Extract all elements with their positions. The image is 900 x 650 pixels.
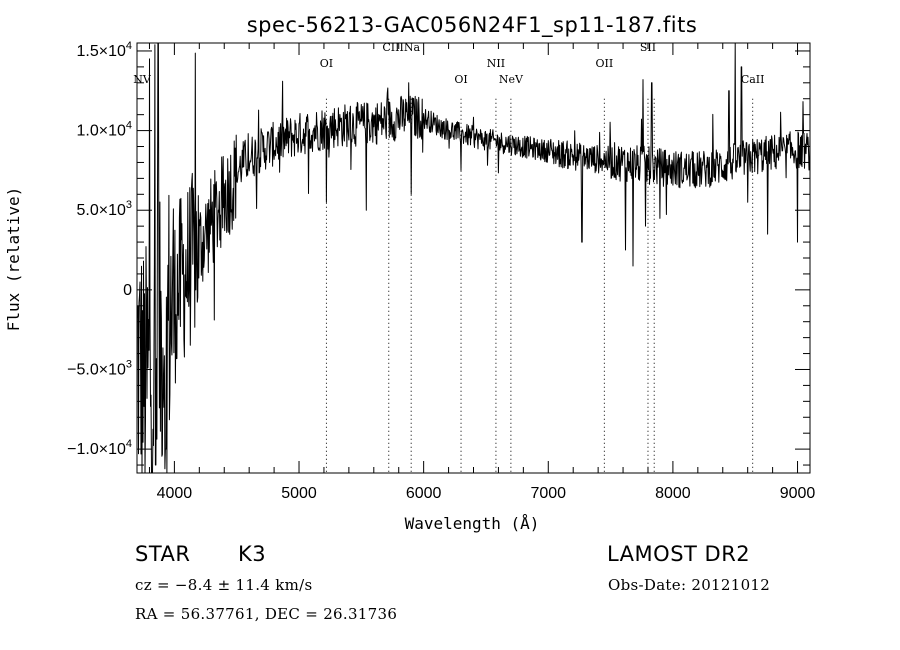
x-tick-label-0: 4000 <box>157 485 193 502</box>
line-label-2: CIIINa <box>382 41 420 54</box>
y-tick-label-5: −1.0×104 <box>67 438 132 458</box>
x-tick-label-5: 9000 <box>780 485 816 502</box>
velocity-readout: cz = −8.4 ± 11.4 km/s <box>135 576 313 594</box>
spectrum-line <box>136 42 811 474</box>
survey-name: LAMOST DR2 <box>607 542 751 566</box>
observation-date: Obs-Date: 20121012 <box>608 576 771 594</box>
x-axis-label: Wavelength (Å) <box>405 514 540 533</box>
x-tick-label-2: 6000 <box>406 485 442 502</box>
line-label-11: CaII <box>741 73 765 86</box>
y-tick-label-1: 1.0×104 <box>76 120 132 140</box>
x-tick-label-4: 8000 <box>655 485 691 502</box>
x-tick-label-1: 5000 <box>281 485 317 502</box>
y-tick-label-4: −5.0×103 <box>67 358 132 378</box>
y-axis-label: Flux (relative) <box>4 187 23 332</box>
x-tick-label-3: 7000 <box>530 485 566 502</box>
y-tick-label-3: 0 <box>123 282 132 299</box>
line-label-8: OII <box>596 57 614 70</box>
chart-title: spec-56213-GAC056N24F1_sp11-187.fits <box>247 13 698 38</box>
y-tick-label-2: 5.0×103 <box>76 199 132 219</box>
spectrum-layer <box>136 42 811 474</box>
line-label-6: NII <box>487 57 505 70</box>
coordinates-readout: RA = 56.37761, DEC = 26.31736 <box>135 605 398 623</box>
line-label-1: OI <box>320 57 333 70</box>
plot-frame <box>136 42 811 474</box>
line-label-5: OI <box>454 73 467 86</box>
axes-layer: 4000 5000 6000 7000 8000 9000 1.5×104 1.0×104 5.… <box>67 40 815 502</box>
object-subclass: K3 <box>238 542 267 566</box>
y-tick-label-0: 1.5×104 <box>76 40 132 60</box>
object-class: STAR <box>135 542 191 566</box>
line-label-7: NeV <box>499 73 524 86</box>
